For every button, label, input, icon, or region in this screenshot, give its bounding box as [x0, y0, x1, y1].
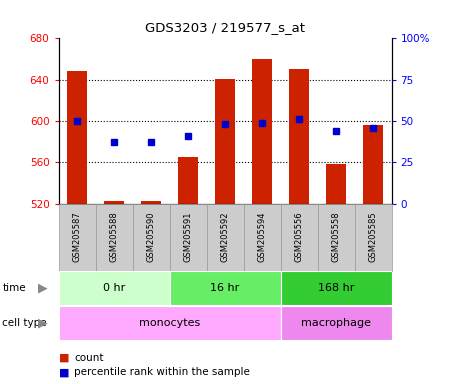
Bar: [355, 204, 392, 271]
Text: ▶: ▶: [38, 282, 48, 295]
Bar: [58, 271, 170, 305]
Bar: [170, 271, 280, 305]
Text: percentile rank within the sample: percentile rank within the sample: [74, 367, 250, 377]
Text: 168 hr: 168 hr: [318, 283, 354, 293]
Bar: [207, 204, 243, 271]
Text: GSM205590: GSM205590: [147, 212, 156, 262]
Bar: [280, 271, 392, 305]
Text: GSM205592: GSM205592: [220, 212, 230, 262]
Bar: [67, 71, 87, 204]
Bar: [252, 59, 272, 204]
Bar: [280, 204, 318, 271]
Text: GDS3203 / 219577_s_at: GDS3203 / 219577_s_at: [145, 21, 305, 34]
Bar: [170, 204, 207, 271]
Bar: [132, 204, 170, 271]
Text: cell type: cell type: [2, 318, 47, 328]
Text: ■: ■: [58, 367, 69, 377]
Text: monocytes: monocytes: [139, 318, 200, 328]
Text: GSM205587: GSM205587: [72, 212, 81, 263]
Text: ▶: ▶: [38, 316, 48, 329]
Text: 0 hr: 0 hr: [103, 283, 125, 293]
Bar: [280, 306, 392, 340]
Bar: [58, 204, 95, 271]
Text: GSM205558: GSM205558: [332, 212, 341, 262]
Text: GSM205594: GSM205594: [257, 212, 266, 262]
Bar: [289, 70, 309, 204]
Bar: [58, 306, 280, 340]
Text: GSM205588: GSM205588: [109, 212, 118, 263]
Text: time: time: [2, 283, 26, 293]
Bar: [95, 204, 132, 271]
Bar: [318, 204, 355, 271]
Bar: [178, 157, 198, 204]
Text: ■: ■: [58, 353, 69, 363]
Bar: [326, 164, 346, 204]
Text: GSM205591: GSM205591: [184, 212, 193, 262]
Bar: [215, 79, 235, 204]
Bar: [243, 204, 280, 271]
Text: GSM205585: GSM205585: [369, 212, 378, 262]
Text: macrophage: macrophage: [301, 318, 371, 328]
Text: 16 hr: 16 hr: [211, 283, 239, 293]
Text: GSM205556: GSM205556: [294, 212, 303, 262]
Bar: [104, 202, 124, 204]
Bar: [141, 202, 161, 204]
Bar: [363, 125, 383, 204]
Text: count: count: [74, 353, 104, 363]
